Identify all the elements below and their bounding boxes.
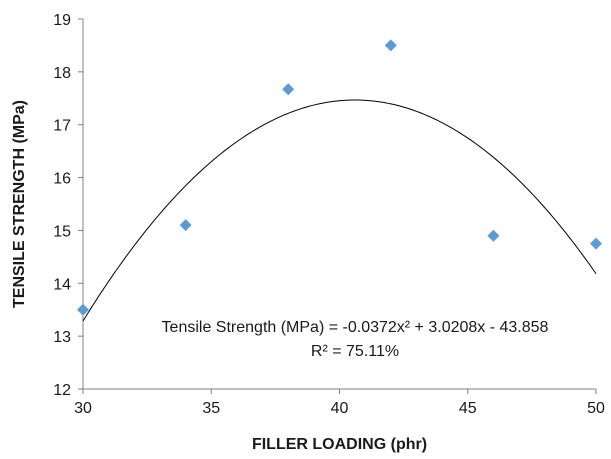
r-squared-label: R² = 75.11% [311,343,399,360]
y-axis-ticks: 12 13 14 15 16 17 18 19 [53,12,83,399]
x-tick-label: 45 [459,400,477,417]
data-points [77,39,602,316]
y-tick-label: 15 [53,223,71,240]
y-tick-label: 12 [53,382,71,399]
x-tick-label: 30 [74,400,92,417]
y-tick-label: 14 [53,276,71,293]
data-point [384,39,397,52]
y-tick-label: 18 [53,65,71,82]
x-axis-ticks: 30 35 40 45 50 [74,389,605,417]
y-tick-label: 16 [53,171,71,188]
data-point [590,237,602,250]
y-tick-label: 13 [53,329,71,346]
y-tick-label: 17 [53,118,71,135]
trendline-curve [82,99,597,322]
data-point [179,219,192,232]
data-point [77,303,89,316]
x-tick-label: 40 [331,400,349,417]
x-tick-label: 35 [202,400,220,417]
data-point [487,229,500,242]
data-point [282,83,295,96]
y-axis-title: TENSILE STRENGTH (MPa) [11,100,28,308]
y-tick-label: 19 [53,12,71,29]
x-tick-label: 50 [587,400,605,417]
x-axis-title: FILLER LOADING (phr) [252,436,427,453]
trendline-equation: Tensile Strength (MPa) = -0.0372x² + 3.0… [162,319,549,336]
